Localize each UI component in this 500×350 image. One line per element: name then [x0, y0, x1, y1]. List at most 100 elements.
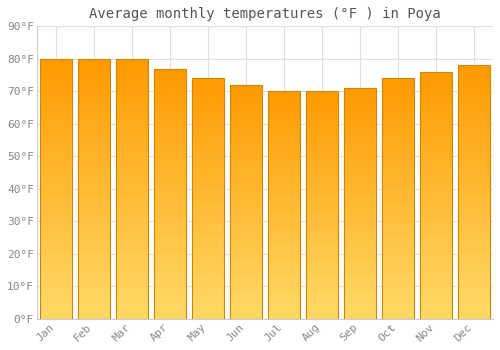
Bar: [344, 250, 376, 254]
Bar: [306, 273, 338, 278]
Bar: [458, 70, 490, 76]
Bar: [192, 107, 224, 112]
Bar: [230, 295, 262, 300]
Bar: [420, 200, 452, 205]
Bar: [116, 308, 148, 314]
Bar: [116, 168, 148, 173]
Bar: [230, 244, 262, 248]
Bar: [458, 238, 490, 243]
Bar: [458, 76, 490, 80]
Bar: [78, 90, 110, 95]
Bar: [192, 179, 224, 184]
Bar: [230, 146, 262, 150]
Bar: [382, 155, 414, 160]
Bar: [78, 111, 110, 116]
Bar: [116, 85, 148, 90]
Bar: [116, 267, 148, 272]
Bar: [268, 314, 300, 319]
Bar: [268, 305, 300, 310]
Bar: [116, 314, 148, 319]
Bar: [78, 163, 110, 168]
Bar: [268, 91, 300, 96]
Bar: [344, 120, 376, 125]
Bar: [306, 91, 338, 319]
Bar: [268, 228, 300, 232]
Bar: [382, 117, 414, 121]
Bar: [230, 136, 262, 141]
Bar: [344, 268, 376, 273]
Bar: [78, 215, 110, 220]
Bar: [306, 314, 338, 319]
Bar: [230, 300, 262, 305]
Bar: [268, 178, 300, 182]
Bar: [382, 179, 414, 184]
Bar: [230, 281, 262, 286]
Bar: [154, 254, 186, 259]
Bar: [78, 137, 110, 142]
Bar: [78, 59, 110, 64]
Bar: [192, 126, 224, 131]
Bar: [78, 314, 110, 319]
Bar: [306, 292, 338, 296]
Bar: [192, 300, 224, 304]
Bar: [344, 194, 376, 199]
Bar: [116, 303, 148, 308]
Bar: [268, 137, 300, 141]
Bar: [116, 132, 148, 137]
Bar: [40, 168, 72, 173]
Bar: [458, 243, 490, 248]
Bar: [420, 230, 452, 235]
Bar: [192, 218, 224, 223]
Bar: [154, 144, 186, 149]
Bar: [230, 85, 262, 319]
Bar: [344, 153, 376, 157]
Bar: [458, 294, 490, 299]
Bar: [344, 273, 376, 277]
Bar: [192, 228, 224, 232]
Bar: [420, 72, 452, 319]
Bar: [192, 252, 224, 256]
Bar: [116, 277, 148, 282]
Bar: [344, 162, 376, 167]
Bar: [420, 284, 452, 289]
Bar: [230, 118, 262, 122]
Bar: [458, 80, 490, 86]
Bar: [458, 96, 490, 101]
Bar: [230, 216, 262, 220]
Bar: [40, 184, 72, 189]
Bar: [268, 282, 300, 287]
Bar: [40, 189, 72, 194]
Bar: [344, 213, 376, 217]
Bar: [116, 59, 148, 319]
Bar: [268, 96, 300, 100]
Bar: [40, 288, 72, 293]
Bar: [116, 111, 148, 116]
Bar: [78, 59, 110, 319]
Bar: [230, 113, 262, 118]
Bar: [40, 251, 72, 257]
Bar: [116, 121, 148, 126]
Bar: [420, 181, 452, 186]
Bar: [306, 96, 338, 100]
Bar: [154, 274, 186, 279]
Bar: [458, 121, 490, 126]
Bar: [192, 93, 224, 98]
Bar: [382, 102, 414, 107]
Bar: [230, 183, 262, 188]
Bar: [268, 219, 300, 223]
Bar: [458, 172, 490, 177]
Bar: [344, 245, 376, 250]
Bar: [40, 59, 72, 64]
Bar: [382, 208, 414, 213]
Bar: [154, 99, 186, 104]
Bar: [268, 196, 300, 201]
Bar: [268, 123, 300, 128]
Bar: [382, 290, 414, 295]
Bar: [192, 98, 224, 102]
Bar: [306, 164, 338, 169]
Bar: [78, 298, 110, 303]
Bar: [344, 305, 376, 310]
Bar: [192, 285, 224, 290]
Bar: [40, 230, 72, 236]
Bar: [382, 218, 414, 223]
